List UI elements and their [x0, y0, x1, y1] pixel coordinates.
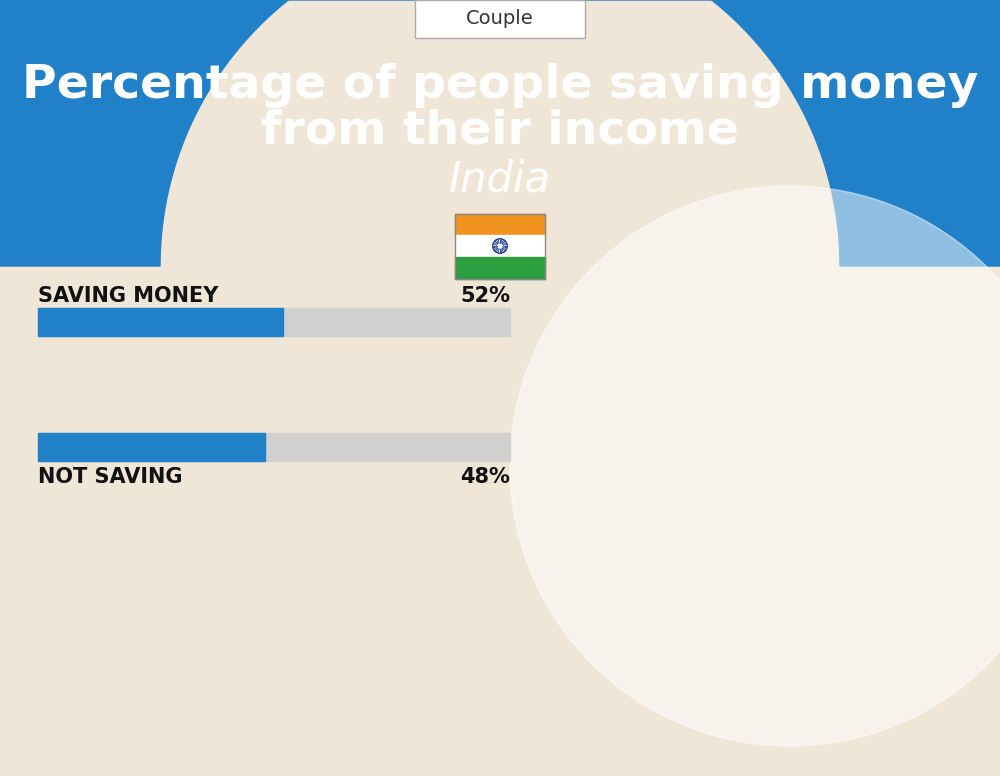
Text: NOT SAVING: NOT SAVING	[38, 467, 182, 487]
Bar	[38, 433, 265, 461]
Text: 52%: 52%	[460, 286, 510, 306]
Text: Couple: Couple	[466, 9, 534, 27]
Bar	[455, 213, 545, 279]
Circle shape	[494, 240, 506, 252]
Text: Percentage of people saving money: Percentage of people saving money	[22, 64, 978, 109]
Text: 48%: 48%	[460, 467, 510, 487]
Bar	[455, 257, 545, 279]
Circle shape	[510, 186, 1000, 746]
Text: SAVING MONEY: SAVING MONEY	[38, 286, 218, 306]
Circle shape	[493, 239, 507, 253]
Text: from their income: from their income	[261, 109, 739, 154]
Bar	[455, 213, 545, 235]
Bar	[455, 235, 545, 257]
FancyBboxPatch shape	[415, 0, 585, 38]
Bar	[38, 308, 283, 336]
Polygon shape	[0, 0, 1000, 266]
Bar	[38, 308, 510, 336]
Text: India: India	[449, 158, 551, 200]
Bar	[38, 433, 510, 461]
